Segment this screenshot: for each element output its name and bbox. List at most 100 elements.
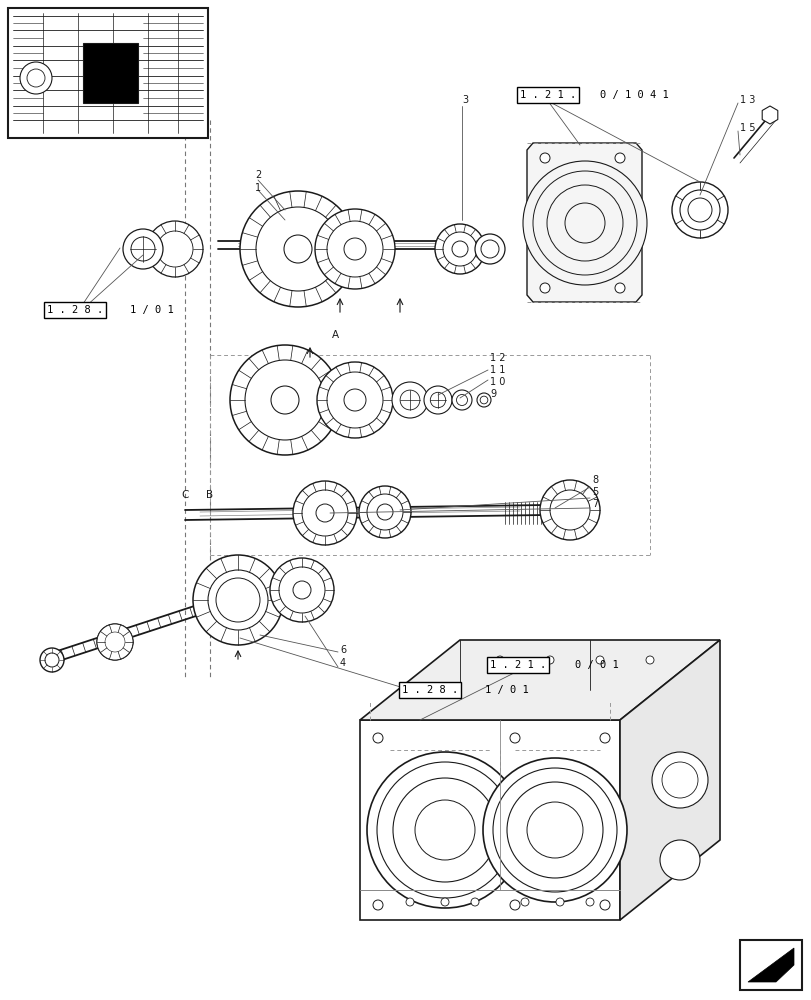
- Circle shape: [474, 234, 504, 264]
- Circle shape: [539, 153, 549, 163]
- Circle shape: [376, 762, 513, 898]
- Circle shape: [549, 490, 590, 530]
- Circle shape: [672, 182, 727, 238]
- Circle shape: [27, 69, 45, 87]
- Circle shape: [440, 898, 448, 906]
- Circle shape: [376, 504, 393, 520]
- Circle shape: [193, 555, 283, 645]
- Text: 1: 1: [255, 183, 261, 193]
- Circle shape: [496, 656, 504, 664]
- Circle shape: [270, 558, 333, 622]
- Bar: [359, 720, 620, 920]
- Circle shape: [284, 235, 311, 263]
- Circle shape: [105, 632, 125, 652]
- Circle shape: [293, 481, 357, 545]
- Circle shape: [492, 768, 616, 892]
- Circle shape: [216, 578, 260, 622]
- Circle shape: [230, 345, 340, 455]
- Circle shape: [157, 231, 193, 267]
- Circle shape: [564, 203, 604, 243]
- Circle shape: [661, 762, 697, 798]
- Circle shape: [435, 224, 484, 274]
- Text: 1 0: 1 0: [489, 377, 504, 387]
- Circle shape: [614, 153, 624, 163]
- Circle shape: [271, 386, 298, 414]
- Circle shape: [651, 752, 707, 808]
- Text: 3: 3: [461, 95, 468, 105]
- Circle shape: [245, 360, 324, 440]
- Circle shape: [443, 232, 476, 266]
- Circle shape: [687, 198, 711, 222]
- Circle shape: [208, 570, 268, 630]
- Circle shape: [344, 238, 366, 260]
- Text: 1 . 2 1 .: 1 . 2 1 .: [519, 90, 576, 100]
- Polygon shape: [620, 640, 719, 920]
- Circle shape: [406, 898, 414, 906]
- Circle shape: [97, 624, 133, 660]
- Polygon shape: [747, 948, 793, 982]
- Circle shape: [20, 62, 52, 94]
- Circle shape: [532, 171, 636, 275]
- Text: 1 5: 1 5: [739, 123, 754, 133]
- Circle shape: [315, 209, 394, 289]
- Text: 8: 8: [591, 475, 598, 485]
- Circle shape: [97, 624, 133, 660]
- Circle shape: [646, 656, 653, 664]
- Text: A: A: [331, 330, 338, 340]
- Circle shape: [509, 900, 519, 910]
- Text: 1 . 2 1 .: 1 . 2 1 .: [489, 660, 546, 670]
- Bar: [83, 43, 138, 103]
- Text: 5: 5: [591, 487, 598, 497]
- Text: 0 / 0 1: 0 / 0 1: [574, 660, 618, 670]
- Circle shape: [595, 656, 603, 664]
- Text: 1 2: 1 2: [489, 353, 505, 363]
- Circle shape: [539, 283, 549, 293]
- Text: 2: 2: [255, 170, 261, 180]
- Circle shape: [40, 648, 64, 672]
- Circle shape: [367, 752, 522, 908]
- Circle shape: [506, 782, 603, 878]
- Circle shape: [521, 898, 528, 906]
- Circle shape: [344, 389, 366, 411]
- Circle shape: [327, 372, 383, 428]
- Polygon shape: [359, 640, 719, 720]
- Circle shape: [414, 800, 474, 860]
- Circle shape: [476, 393, 491, 407]
- Circle shape: [45, 653, 59, 667]
- Text: 9: 9: [489, 389, 496, 399]
- Text: C: C: [181, 490, 188, 500]
- Circle shape: [526, 802, 582, 858]
- Text: 4: 4: [340, 658, 345, 668]
- Circle shape: [392, 382, 427, 418]
- Circle shape: [358, 486, 410, 538]
- Circle shape: [423, 386, 452, 414]
- Circle shape: [545, 656, 553, 664]
- Circle shape: [316, 362, 393, 438]
- Text: 1 3: 1 3: [739, 95, 754, 105]
- Text: B: B: [206, 490, 213, 500]
- Text: 1 . 2 8 .: 1 . 2 8 .: [401, 685, 457, 695]
- Circle shape: [479, 396, 487, 404]
- Circle shape: [367, 494, 402, 530]
- Circle shape: [599, 733, 609, 743]
- Circle shape: [556, 898, 564, 906]
- Text: 1 / 0 1: 1 / 0 1: [130, 305, 174, 315]
- Text: 7: 7: [591, 499, 598, 509]
- Circle shape: [147, 221, 203, 277]
- Circle shape: [302, 490, 348, 536]
- Text: 1 1: 1 1: [489, 365, 504, 375]
- Circle shape: [122, 229, 163, 269]
- Circle shape: [103, 630, 127, 654]
- Circle shape: [131, 237, 155, 261]
- Circle shape: [372, 733, 383, 743]
- Circle shape: [452, 390, 471, 410]
- Circle shape: [279, 567, 324, 613]
- Text: 6: 6: [340, 645, 345, 655]
- Circle shape: [452, 241, 467, 257]
- Circle shape: [599, 900, 609, 910]
- Circle shape: [372, 900, 383, 910]
- Circle shape: [614, 283, 624, 293]
- Circle shape: [586, 898, 594, 906]
- Circle shape: [315, 504, 333, 522]
- Text: 1 . 2 8 .: 1 . 2 8 .: [47, 305, 103, 315]
